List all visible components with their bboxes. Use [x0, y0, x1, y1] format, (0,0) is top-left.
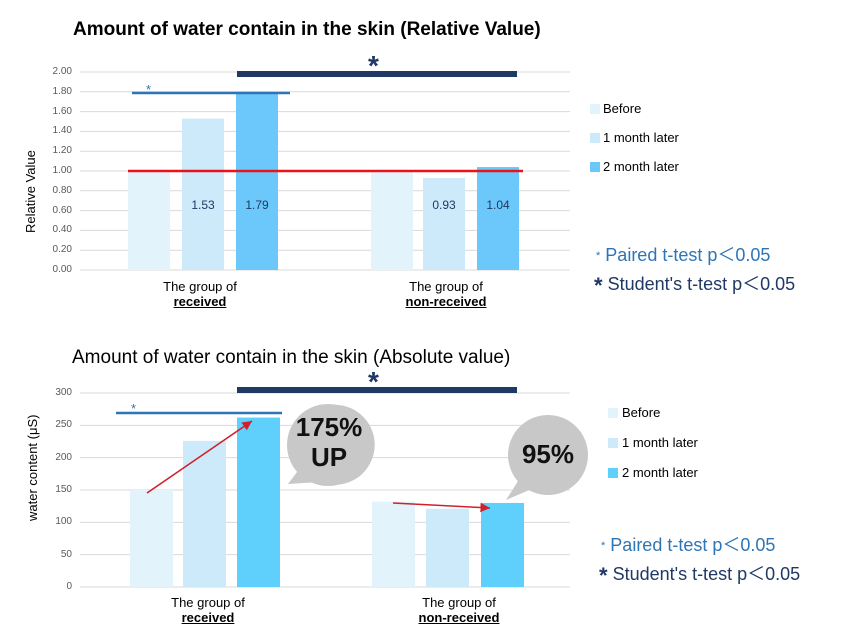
legend-swatch: [608, 408, 618, 418]
bar: [426, 508, 469, 587]
paired-note-text-2: Paired t-test p＜0.05: [610, 535, 776, 555]
bar: [372, 501, 415, 587]
bar: [236, 92, 278, 270]
bar: [128, 171, 170, 270]
student-star-2: *: [599, 563, 608, 588]
paired-significance-star: *: [146, 82, 152, 97]
y-tick-label: 0.80: [52, 184, 72, 196]
student-note-text: Student's t-test p＜0.05: [607, 274, 796, 294]
y-tick-label: 100: [55, 516, 72, 528]
bar: [477, 167, 519, 270]
legend-entry: 1 month later: [603, 130, 679, 145]
category-line2: received: [181, 610, 235, 625]
bar: [130, 490, 173, 587]
paired-test-note-2: * Paired t-test p＜0.05: [601, 531, 775, 557]
y-tick-label: 300: [55, 387, 72, 398]
student-note-text-2: Student's t-test p＜0.05: [612, 564, 801, 584]
y-tick-label: 0.00: [52, 264, 72, 275]
legend-swatch: [590, 133, 600, 143]
paired-significance-star: *: [131, 401, 137, 416]
y-tick-label: 50: [60, 548, 72, 560]
data-label: 1.04: [486, 198, 510, 212]
bar: [371, 171, 413, 270]
paired-note-text: Paired t-test p＜0.05: [605, 245, 771, 265]
data-label: 1.53: [191, 198, 215, 212]
legend-entry: 2 month later: [603, 159, 679, 174]
legend-entry: Before: [622, 405, 661, 420]
data-label: 1.79: [245, 198, 269, 212]
y-tick-label: 1.20: [52, 145, 72, 157]
trend-arrow: [146, 420, 253, 494]
category-line1: The group of: [163, 279, 237, 294]
callout-bubble: [508, 415, 588, 495]
y-tick-label: 1.60: [52, 105, 72, 117]
student-test-note-2: * Student's t-test p＜0.05: [599, 560, 800, 589]
category-line1: The group of: [171, 595, 245, 610]
student-significance-star: *: [368, 366, 379, 397]
y-tick-label: 0.60: [52, 204, 72, 216]
legend-entry: Before: [603, 101, 642, 116]
chart-title-absolute: Amount of water contain in the skin (Abs…: [72, 347, 511, 368]
chart-title-relative: Amount of water contain in the skin (Rel…: [73, 19, 541, 40]
legend-swatch: [590, 162, 600, 172]
legend-entry: 1 month later: [622, 435, 698, 450]
y-tick-label: 150: [55, 484, 72, 495]
paired-star: *: [596, 250, 601, 262]
bar: [423, 177, 465, 270]
y-tick-label: 1.00: [52, 165, 72, 176]
callout-tail: [288, 468, 318, 484]
category-line1: The group of: [409, 279, 483, 294]
student-test-note: * Student's t-test p＜0.05: [594, 270, 795, 299]
y-tick-label: 2.00: [52, 66, 72, 77]
y-tick-label: 0.20: [52, 244, 72, 256]
bar: [481, 502, 524, 587]
category-line2: non-received: [405, 294, 487, 309]
callout-tail: [506, 478, 534, 500]
y-tick-label: 250: [55, 419, 72, 431]
category-label: The group of non-received: [379, 595, 539, 625]
y-tick-label: 0: [66, 581, 72, 592]
category-label: The group of received: [128, 595, 288, 625]
trend-arrow: [392, 502, 491, 513]
category-line2: received: [173, 294, 227, 309]
bar: [237, 417, 280, 587]
legend-swatch: [590, 104, 600, 114]
callout-bubble: [287, 404, 369, 486]
data-label: 0.93: [432, 198, 456, 212]
bar: [182, 118, 224, 270]
y-tick-label: 0.40: [52, 224, 72, 236]
y-tick-label: 1.40: [52, 125, 72, 137]
category-label: The group of non-received: [366, 279, 526, 309]
category-label: The group of received: [120, 279, 280, 309]
legend-swatch: [608, 438, 618, 448]
y-tick-label: 1.80: [52, 85, 72, 97]
y-tick-label: 200: [55, 451, 72, 463]
paired-test-note: * Paired t-test p＜0.05: [596, 241, 770, 267]
callout-95: 95%: [521, 439, 575, 469]
bar: [183, 440, 226, 587]
paired-star-2: *: [601, 540, 606, 552]
student-significance-star: *: [368, 50, 379, 81]
callout-175-up: 175% UP: [295, 412, 363, 472]
category-line2: non-received: [418, 610, 500, 625]
student-star: *: [594, 273, 603, 298]
legend-entry: 2 month later: [622, 465, 698, 480]
category-line1: The group of: [422, 595, 496, 610]
legend-swatch: [608, 468, 618, 478]
